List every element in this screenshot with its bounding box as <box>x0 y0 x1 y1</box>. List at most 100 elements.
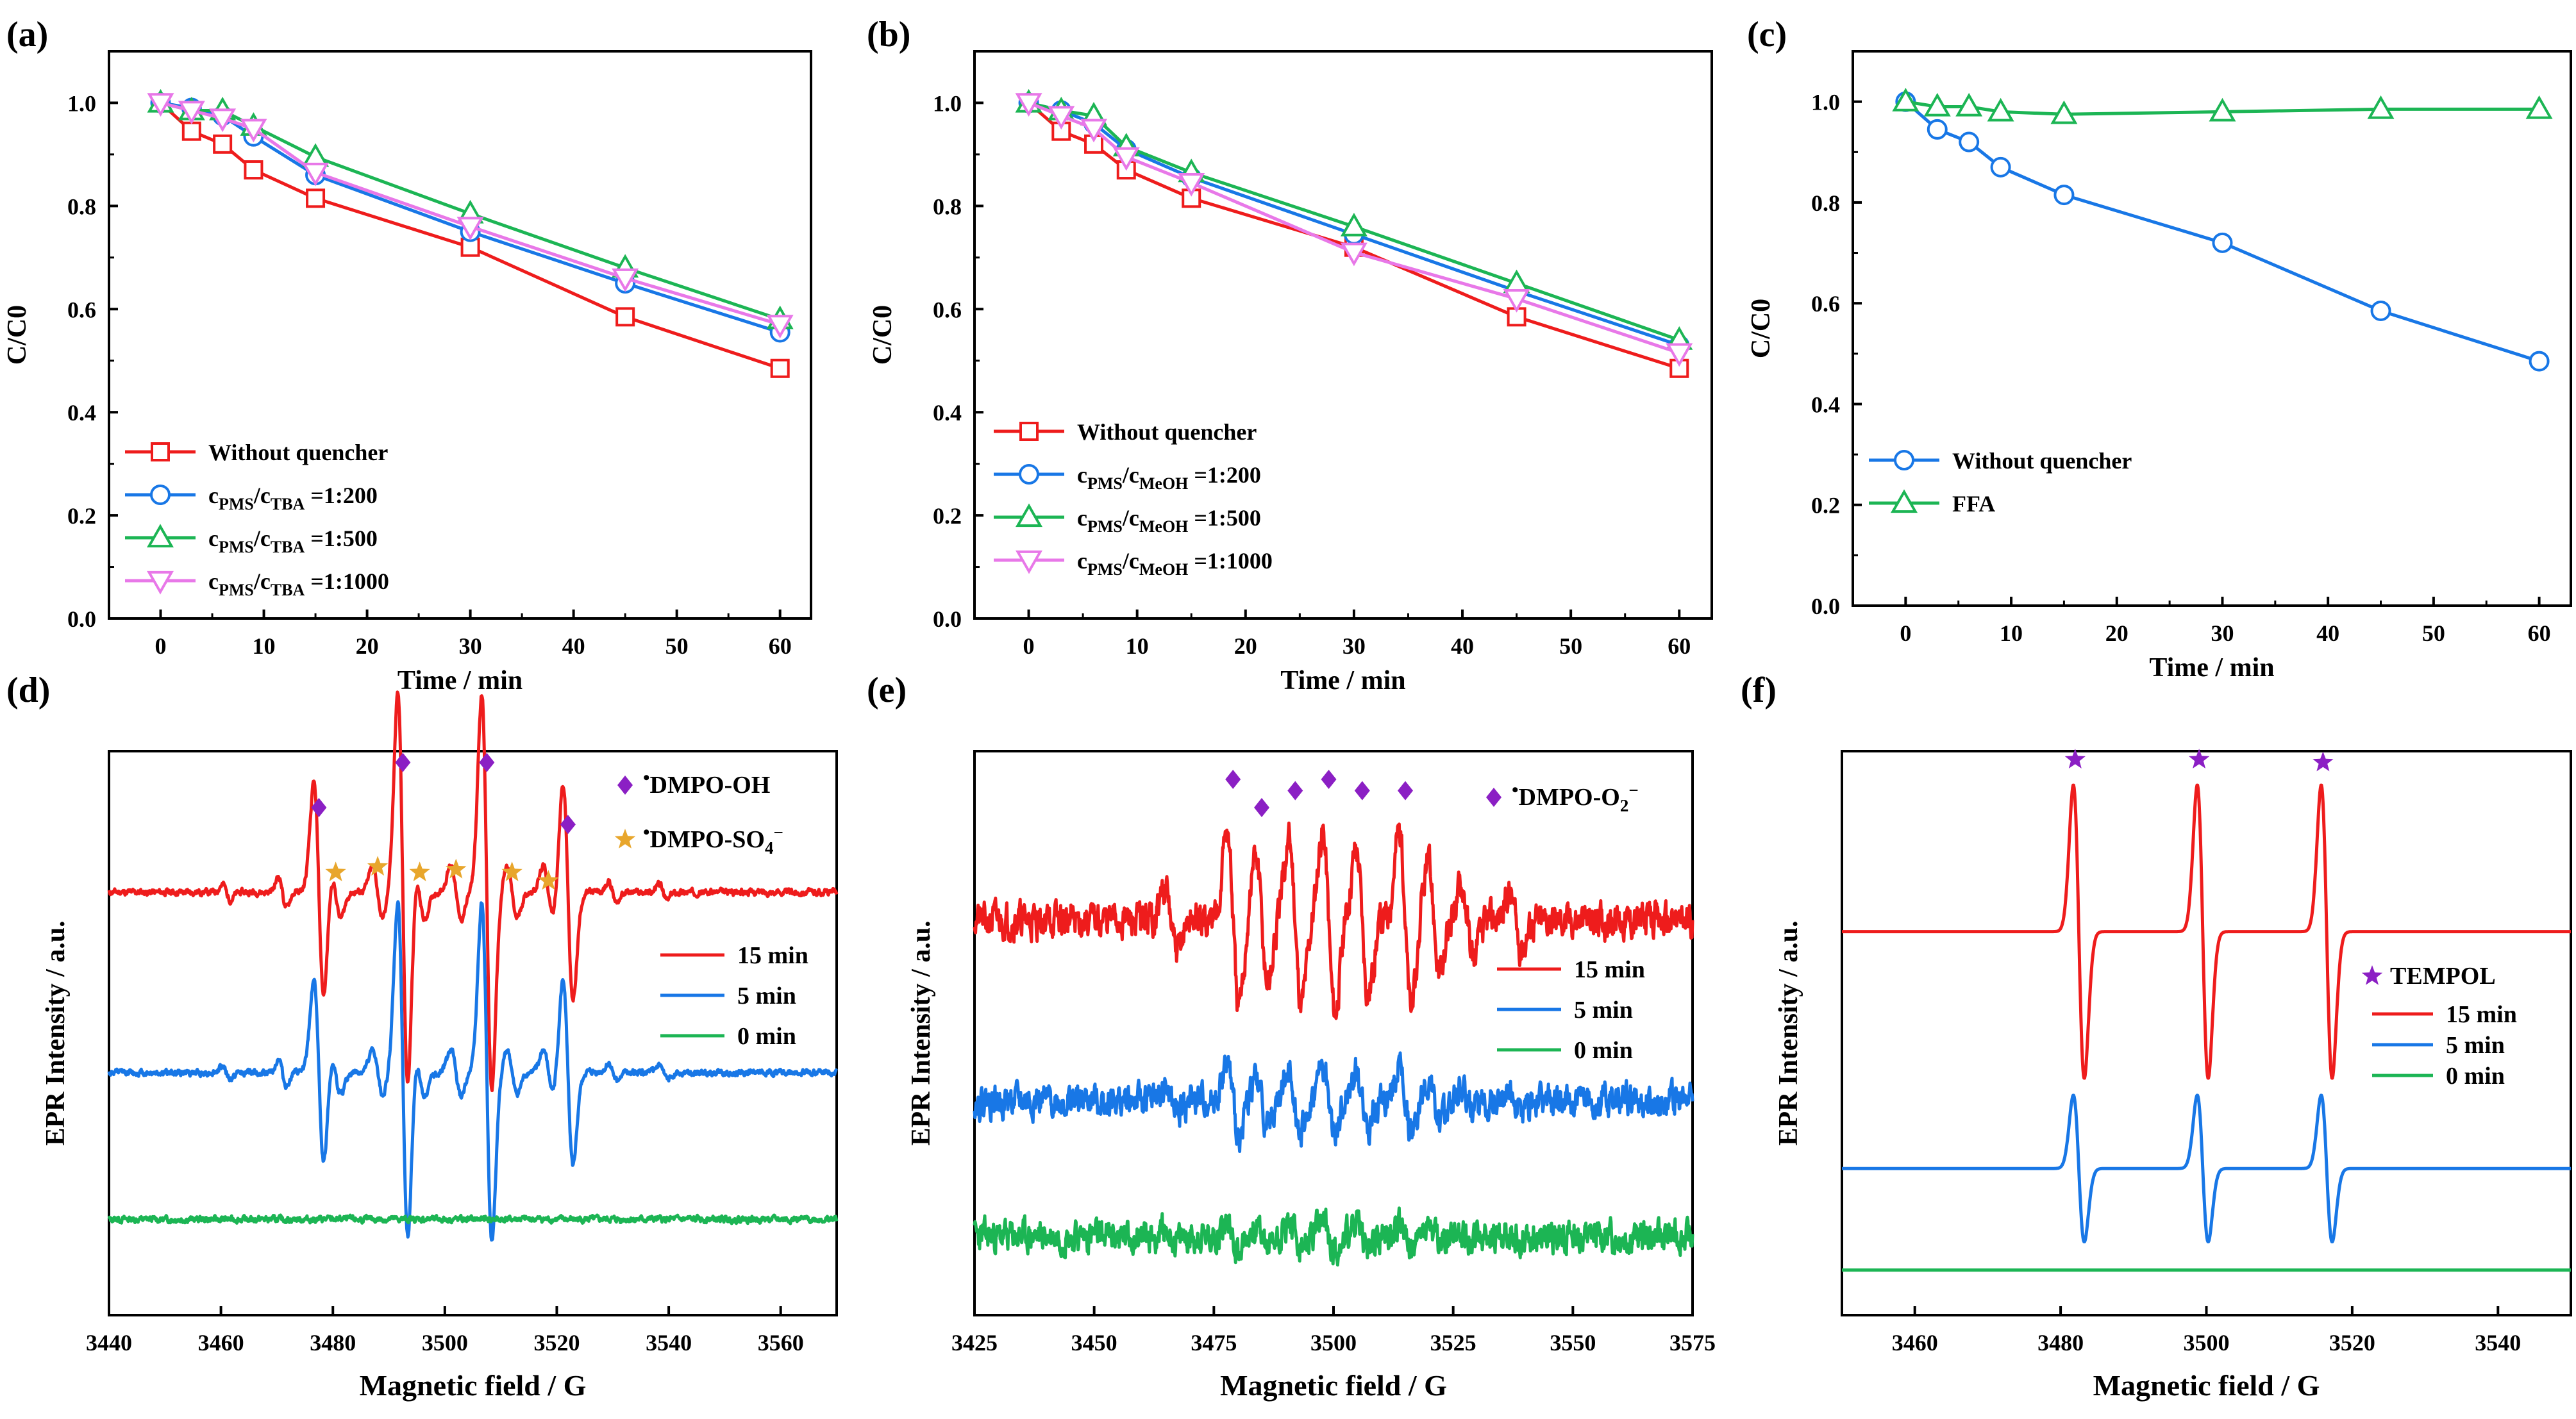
y-tick-label: 1.0 <box>67 90 96 116</box>
legend-marker <box>150 485 171 505</box>
data-point <box>302 162 330 187</box>
legend-marker <box>151 442 170 461</box>
data-point <box>1923 92 1951 117</box>
data-point <box>2212 232 2233 253</box>
panel-d: (d) 3440 3460 3480 3500 3520 3540 3560 Magnetic … <box>6 670 839 1402</box>
x-tick-label: 3500 <box>422 1330 468 1356</box>
peak-marker <box>501 861 523 881</box>
legend-marker <box>147 570 174 595</box>
legend-marker <box>1894 450 1914 470</box>
legend-label: Without quencher <box>208 440 388 465</box>
x-tick-label: 3450 <box>1071 1330 1117 1356</box>
x-tick-label: 60 <box>2528 620 2551 646</box>
legend-label: 0 min <box>2446 1063 2505 1090</box>
x-tick-label: 10 <box>253 633 276 659</box>
legend-label: cPMS/cMeOH =1:500 <box>1077 505 1261 536</box>
x-tick-label: 3520 <box>2329 1330 2375 1356</box>
data-point <box>2367 95 2395 119</box>
spectrum-1 <box>973 821 1694 1020</box>
x-tick-label: 40 <box>562 633 585 659</box>
y-axis-title: EPR Intensity / a.u. <box>1774 920 1803 1145</box>
data-point <box>1080 119 1108 143</box>
data-point <box>1927 119 1948 140</box>
data-point <box>1955 92 1983 117</box>
legend-marker <box>1016 503 1042 527</box>
y-tick-label: 1.0 <box>1811 90 1840 115</box>
peak-marker <box>2313 751 2334 772</box>
data-point <box>1340 212 1367 236</box>
legend-label: 15 min <box>2446 1001 2517 1028</box>
legend-label: cPMS/cTBA =1:500 <box>208 526 378 556</box>
x-tick-label: 3475 <box>1191 1330 1237 1356</box>
peak-marker <box>479 752 495 772</box>
peak-marker <box>367 856 389 876</box>
spectrum-2 <box>107 900 839 1242</box>
legend-label: cPMS/cTBA =1:1000 <box>208 568 389 599</box>
data-point <box>1503 289 1530 313</box>
data-point <box>240 119 267 143</box>
x-tick-label: 3550 <box>1550 1330 1596 1356</box>
spectrum-2 <box>1841 1093 2572 1243</box>
x-tick-label: 0 <box>155 633 167 659</box>
data-point <box>181 121 201 141</box>
legend-label: 5 min <box>1574 997 1633 1024</box>
x-tick-label: 30 <box>2211 620 2234 646</box>
data-point <box>1959 131 1980 153</box>
legend-marker <box>147 524 174 548</box>
panel-b: (b) 0 10 20 30 40 50 60 Time / min C/C0 0.0 0.2 0.4 0… <box>867 15 1713 695</box>
spectrum-3 <box>107 1213 839 1225</box>
peak-marker <box>395 752 411 772</box>
x-tick-label: 3440 <box>86 1330 132 1356</box>
data-point <box>1048 106 1075 130</box>
legend-label: Without quencher <box>1952 448 2132 474</box>
x-tick-label: 3500 <box>1310 1330 1357 1356</box>
legend-label: 5 min <box>2446 1032 2505 1059</box>
x-tick-label: 3540 <box>646 1330 692 1356</box>
y-axis-title: EPR Intensity / a.u. <box>907 920 936 1145</box>
legend-marker <box>1019 464 1039 485</box>
y-tick-label: 0.0 <box>933 606 962 632</box>
x-tick-label: 40 <box>1451 633 1474 659</box>
panel-label: (b) <box>867 15 910 54</box>
panel-f: (f) 3460 3480 3500 3520 3540 Magnetic field / … <box>1741 670 2572 1402</box>
y-tick-label: 0.4 <box>1811 392 1840 417</box>
data-point <box>766 315 794 338</box>
x-tick-label: 3425 <box>951 1330 998 1356</box>
peak-marker <box>1321 770 1337 789</box>
y-tick-label: 0.6 <box>67 297 96 322</box>
species-legend-marker <box>1486 788 1501 807</box>
legend-marker <box>1891 489 1918 513</box>
x-axis-title: Magnetic field / G <box>2093 1369 2320 1402</box>
species-legend-label: TEMPOL <box>2390 963 2496 990</box>
y-tick-label: 0.0 <box>1811 593 1840 619</box>
panel-e: (e) 3425 3450 3475 3500 3525 3550 3575 Magnetic … <box>867 670 1716 1402</box>
series-line-1 <box>1904 100 2540 363</box>
y-tick-label: 1.0 <box>933 90 962 116</box>
spectrum-1 <box>1841 783 2572 1080</box>
peak-marker <box>538 870 559 890</box>
y-axis-title: EPR Intensity / a.u. <box>41 920 71 1145</box>
species-legend-marker <box>614 829 636 849</box>
species-legend-label: •DMPO-OH <box>643 767 770 799</box>
peak-marker <box>1354 781 1370 801</box>
y-tick-label: 0.2 <box>1811 493 1840 519</box>
data-point <box>2370 300 2391 321</box>
spectrum-3 <box>973 1206 1694 1267</box>
legend-label: FFA <box>1952 491 1995 517</box>
legend-label: cPMS/cTBA =1:200 <box>208 483 378 513</box>
peak-marker <box>2064 749 2086 768</box>
x-axis-title: Magnetic field / G <box>360 1369 587 1402</box>
x-tick-label: 3525 <box>1430 1330 1476 1356</box>
y-tick-label: 0.8 <box>933 194 962 219</box>
x-tick-label: 20 <box>2105 620 2129 646</box>
peak-marker <box>2189 749 2210 768</box>
legend-label: 15 min <box>737 942 808 969</box>
peak-marker <box>560 815 576 834</box>
x-tick-label: 10 <box>1126 633 1149 659</box>
peak-marker <box>311 798 327 817</box>
data-point <box>1112 147 1140 171</box>
x-tick-label: 40 <box>2316 620 2339 646</box>
data-point <box>615 307 635 327</box>
peak-marker <box>1225 770 1241 789</box>
